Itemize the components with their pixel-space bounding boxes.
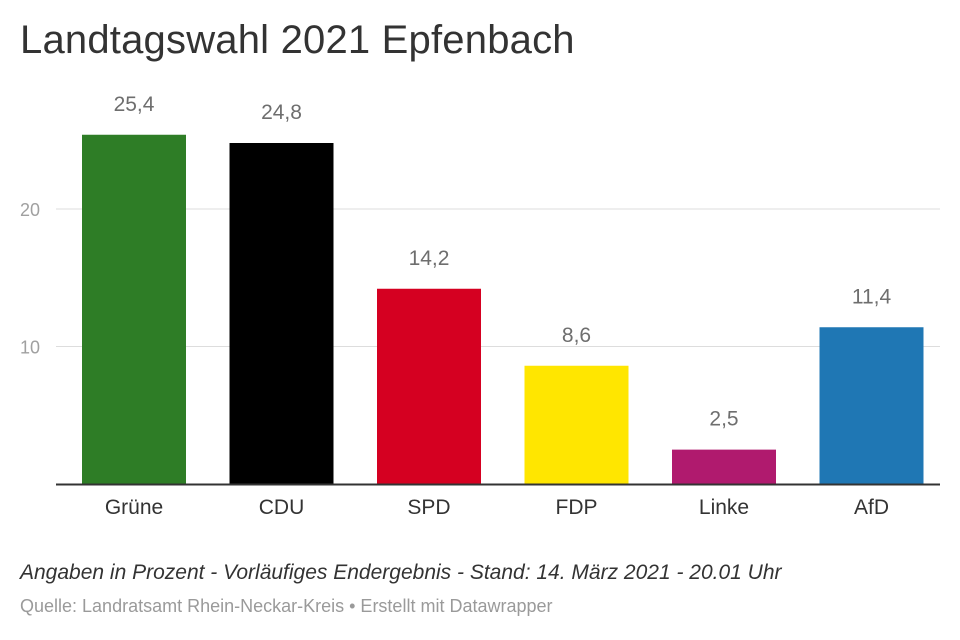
category-label: SPD <box>407 496 450 519</box>
bar-linke <box>672 449 776 484</box>
value-label: 2,5 <box>709 408 738 431</box>
y-tick-label: 10 <box>20 338 40 358</box>
chart-source: Quelle: Landratsamt Rhein-Neckar-Kreis •… <box>20 596 553 616</box>
grid-lines: 10 20 <box>20 200 940 358</box>
value-labels: 25,4 24,8 14,2 8,6 2,5 11,4 <box>114 93 892 431</box>
value-label: 24,8 <box>261 101 302 124</box>
category-label: CDU <box>259 496 305 519</box>
bar-spd <box>377 288 481 484</box>
category-label: FDP <box>556 496 598 519</box>
bar-afd <box>819 327 924 484</box>
category-label: Grüne <box>105 496 163 519</box>
chart-note: Angaben in Prozent - Vorläufiges Enderge… <box>20 561 782 584</box>
value-label: 25,4 <box>114 93 155 116</box>
bar-grüne <box>82 134 186 484</box>
value-label: 11,4 <box>852 285 892 308</box>
value-label: 14,2 <box>409 247 450 270</box>
value-label: 8,6 <box>562 324 591 347</box>
bar-fdp <box>524 365 629 484</box>
chart-title: Landtagswahl 2021 Epfenbach <box>20 18 575 62</box>
y-tick-label: 20 <box>20 200 40 220</box>
category-labels: Grüne CDU SPD FDP Linke AfD <box>105 496 889 519</box>
category-label: Linke <box>699 496 749 519</box>
bars <box>82 134 924 484</box>
bar-cdu <box>229 143 334 484</box>
category-label: AfD <box>854 496 889 519</box>
